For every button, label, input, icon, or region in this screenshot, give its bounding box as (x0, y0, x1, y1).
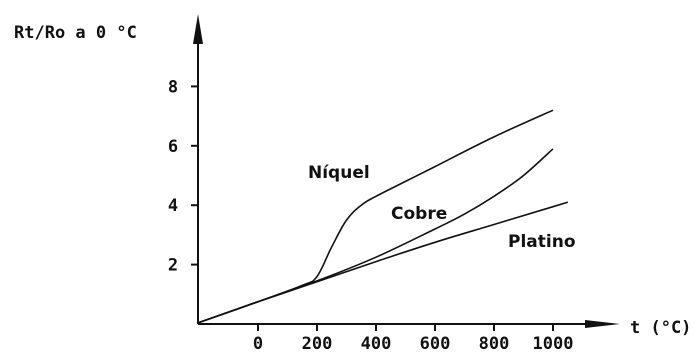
x-tick-label: 1000 (533, 334, 574, 354)
series-label-platino: Platino (508, 232, 576, 252)
y-axis-arrow (193, 14, 203, 44)
series-label-niquel: Níquel (308, 163, 370, 183)
y-tick-label: 2 (168, 256, 178, 276)
x-tick-label: 800 (479, 334, 510, 354)
y-tick-label: 4 (168, 196, 178, 216)
labels: Rt/Ro a 0 °C t (°C) Níquel Cobre Platino (14, 23, 691, 338)
ticks: 2 4 6 8 0 200 400 600 800 1000 (168, 77, 574, 354)
x-tick-label: 400 (361, 334, 392, 354)
series-line-niquel (198, 109, 554, 324)
x-tick-label: 200 (302, 334, 333, 354)
series-lines (198, 109, 569, 324)
series-line-platino (198, 201, 569, 324)
series-line-cobre (198, 148, 554, 324)
axes (193, 14, 620, 328)
x-axis-label: t (°C) (630, 318, 691, 338)
series-label-cobre: Cobre (391, 204, 447, 224)
x-tick-label: 600 (420, 334, 451, 354)
x-axis-arrow (585, 320, 620, 328)
y-tick-label: 6 (168, 137, 178, 157)
y-axis-label: Rt/Ro a 0 °C (14, 23, 137, 43)
y-tick-label: 8 (168, 77, 178, 97)
x-tick-label: 0 (253, 334, 263, 354)
